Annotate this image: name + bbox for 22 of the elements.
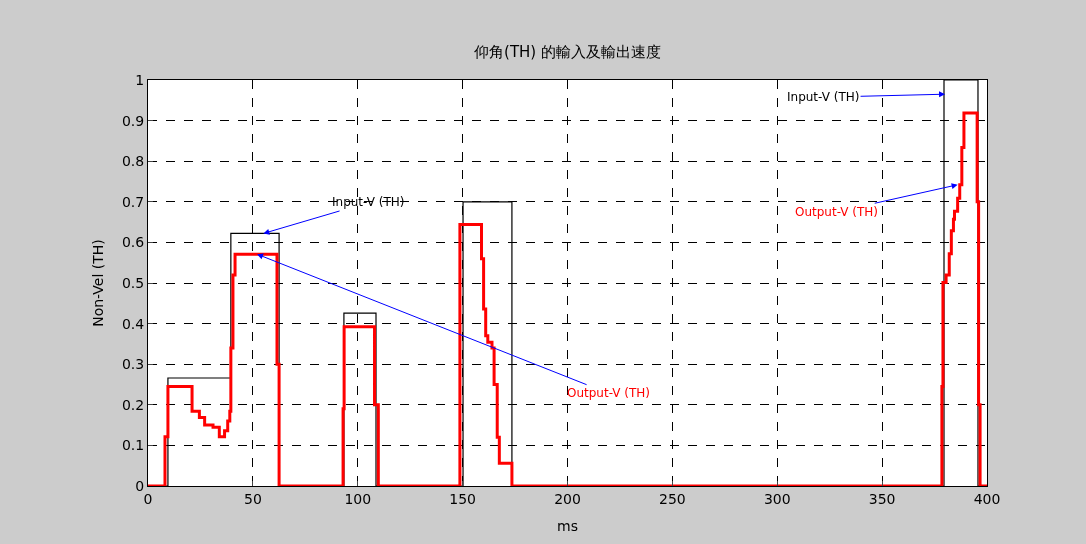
y-tick-label: 1	[135, 71, 145, 88]
x-tick-label: 300	[763, 490, 791, 507]
chart-title: 仰角(TH) 的輸入及輸出速度	[474, 42, 661, 61]
x-tick-label: 150	[449, 490, 476, 507]
x-axis-title: ms	[557, 518, 578, 535]
x-tick-label: 50	[243, 490, 262, 507]
x-tick-label: 100	[344, 490, 372, 507]
y-tick-label: 0.8	[121, 153, 145, 170]
y-tick-label: 0.5	[121, 274, 145, 291]
y-tick-label: 0	[135, 477, 145, 494]
x-tick-label: 350	[868, 490, 896, 507]
y-tick-label: 0.6	[121, 234, 145, 251]
y-tick-label: 0.2	[121, 396, 145, 413]
x-tick-label: 200	[554, 490, 581, 507]
y-tick-label: 0.9	[121, 112, 145, 129]
y-axis-title: Non-Vel (TH)	[89, 239, 106, 327]
y-tick-label: 0.4	[121, 315, 145, 332]
y-tick-label: 0.7	[121, 193, 145, 210]
x-tick-label: 400	[973, 490, 1001, 507]
x-tick-label: 250	[659, 490, 686, 507]
y-tick-label: 0.3	[121, 356, 145, 373]
y-tick-label: 0.1	[121, 437, 145, 454]
